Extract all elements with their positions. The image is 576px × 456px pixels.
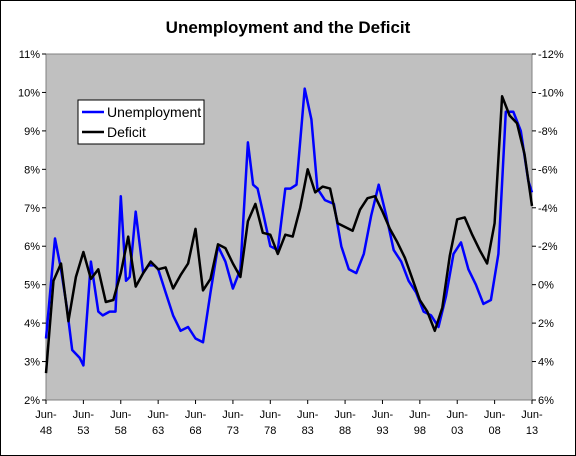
x-tick-label-line2: 63 xyxy=(152,425,164,437)
right-tick-label: -4% xyxy=(538,203,558,215)
chart-title: Unemployment and the Deficit xyxy=(166,18,411,37)
x-tick-label-line1: Jun- xyxy=(297,409,319,421)
series-layer xyxy=(44,87,534,374)
x-tick-label: Jun- 58 xyxy=(110,409,132,437)
x-tick-label-line1: Jun- xyxy=(260,409,282,421)
x-tick-label: Jun- 88 xyxy=(334,409,356,437)
x-tick-label-line1: Jun- xyxy=(35,409,57,421)
x-tick-label-line2: 48 xyxy=(40,425,52,437)
right-tick-label: -12% xyxy=(538,49,564,61)
x-tick-label-line2: 13 xyxy=(526,425,538,437)
left-tick-label: 4% xyxy=(24,318,40,330)
x-tick-label-line2: 93 xyxy=(376,425,388,437)
x-tick-label: Jun- 03 xyxy=(447,409,469,437)
right-y-axis: 6% 4% 2% 0% -2% -4% -6% -8% -10% -12% xyxy=(532,49,564,407)
x-tick-label-line1: Jun- xyxy=(521,409,543,421)
x-tick-label-line2: 88 xyxy=(339,425,351,437)
x-tick-label: Jun- 63 xyxy=(147,409,169,437)
x-tick-label-line1: Jun- xyxy=(409,409,431,421)
x-tick-label: Jun- 48 xyxy=(35,409,57,437)
x-tick-label: Jun- 68 xyxy=(185,409,207,437)
right-tick-label: 6% xyxy=(538,395,554,407)
x-tick-label-line1: Jun- xyxy=(372,409,394,421)
x-tick-label-line2: 68 xyxy=(189,425,201,437)
left-tick-label: 10% xyxy=(18,87,40,99)
x-tick-label: Jun- 98 xyxy=(409,409,431,437)
left-tick-label: 8% xyxy=(24,164,40,176)
x-tick-label-line2: 98 xyxy=(414,425,426,437)
right-tick-label: -2% xyxy=(538,241,558,253)
right-tick-label: -8% xyxy=(538,126,558,138)
x-tick-label: Jun- 13 xyxy=(521,409,543,437)
unemployment-series-line xyxy=(44,87,534,367)
x-tick-label: Jun- 83 xyxy=(297,409,319,437)
x-axis: Jun-48Jun-53Jun-58Jun-63Jun-68Jun-73Jun-… xyxy=(35,400,543,437)
x-tick-label-line1: Jun- xyxy=(484,409,506,421)
x-tick-label-line2: 08 xyxy=(488,425,500,437)
left-tick-label: 5% xyxy=(24,280,40,292)
deficit-legend-label: Deficit xyxy=(107,124,146,140)
right-tick-label: 4% xyxy=(538,357,554,369)
right-tick-label: 2% xyxy=(538,318,554,330)
left-tick-label: 9% xyxy=(24,126,40,138)
x-tick-label-line1: Jun- xyxy=(185,409,207,421)
left-tick-label: 2% xyxy=(24,395,40,407)
right-tick-label: -10% xyxy=(538,87,564,99)
left-y-axis: 2% 3% 4% 5% 6% 7% 8% 9% 10% 11% xyxy=(18,49,46,407)
x-tick-label: Jun- 53 xyxy=(73,409,95,437)
left-tick-label: 7% xyxy=(24,203,40,215)
legend-box xyxy=(77,99,205,145)
x-tick-label: Jun- 08 xyxy=(484,409,506,437)
x-tick-label-line2: 78 xyxy=(264,425,276,437)
unemployment-legend-label: Unemployment xyxy=(107,104,201,120)
x-tick-label-line1: Jun- xyxy=(334,409,356,421)
x-tick-label-line1: Jun- xyxy=(447,409,469,421)
x-tick-label-line2: 73 xyxy=(227,425,239,437)
x-tick-label-line2: 83 xyxy=(302,425,314,437)
x-tick-label-line1: Jun- xyxy=(222,409,244,421)
x-tick-label-line2: 53 xyxy=(77,425,89,437)
left-tick-label: 3% xyxy=(24,357,40,369)
x-tick-label-line2: 58 xyxy=(115,425,127,437)
left-tick-label: 11% xyxy=(19,49,40,61)
x-tick-label-line2: 03 xyxy=(451,425,463,437)
x-tick-label-line1: Jun- xyxy=(147,409,169,421)
right-tick-label: 0% xyxy=(538,280,554,292)
x-tick-label: Jun- 93 xyxy=(372,409,394,437)
legend: Unemployment Deficit xyxy=(77,99,205,145)
x-tick-label-line1: Jun- xyxy=(110,409,132,421)
x-tick-label: Jun- 78 xyxy=(260,409,282,437)
left-tick-label: 6% xyxy=(24,241,40,253)
deficit-series-line xyxy=(44,95,534,374)
x-tick-label: Jun- 73 xyxy=(222,409,244,437)
right-tick-label: -6% xyxy=(538,164,558,176)
x-tick-label-line1: Jun- xyxy=(73,409,95,421)
